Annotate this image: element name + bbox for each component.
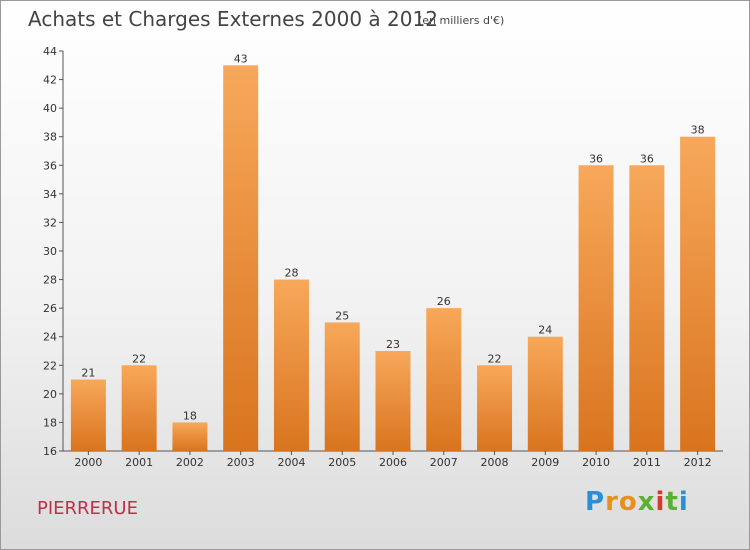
bar (70, 379, 106, 451)
y-tick-label: 30 (43, 245, 57, 258)
bar (629, 165, 665, 452)
y-tick-label: 44 (43, 45, 57, 58)
bar-value-label: 36 (589, 152, 603, 165)
bar (324, 322, 360, 451)
chart-axes: 16 18 20 22 24 26 28 30 32 34 36 38 40 42 44 (43, 45, 723, 458)
bar (223, 65, 259, 452)
x-tick-label: 2004 (277, 456, 305, 469)
x-tick-label: 2011 (633, 456, 661, 469)
bar (375, 351, 411, 451)
y-tick-label: 24 (43, 331, 57, 344)
y-tick-label: 20 (43, 388, 57, 401)
bar (680, 136, 716, 451)
bar-value-label: 28 (284, 267, 298, 280)
x-tick-label: 2006 (379, 456, 407, 469)
bar (477, 365, 513, 451)
y-tick-label: 42 (43, 74, 57, 87)
y-tick-label: 34 (43, 188, 57, 201)
x-tick-label: 2008 (481, 456, 509, 469)
bar-value-label: 22 (132, 352, 146, 365)
x-tick-label: 2010 (582, 456, 610, 469)
chart-title: Achats et Charges Externes 2000 à 2012 (28, 7, 438, 31)
x-tick-label: 2000 (74, 456, 102, 469)
x-tick-label: 2003 (227, 456, 255, 469)
x-tick-label: 2009 (531, 456, 559, 469)
proxiti-logo: Proxiti (585, 487, 689, 517)
bar (273, 279, 309, 451)
y-tick-label: 26 (43, 302, 57, 315)
chart-labels: 2000 21 2001 22 2002 18 2003 43 2004 28 2005 25 2006… (74, 52, 711, 469)
x-tick-label: 2012 (684, 456, 712, 469)
bar (578, 165, 614, 452)
chart-bars (70, 65, 716, 452)
y-tick-label: 18 (43, 416, 57, 429)
commune-name: PIERRERUE (37, 498, 138, 519)
y-tick-label: 22 (43, 359, 57, 372)
y-tick-label: 36 (43, 159, 57, 172)
bar-value-label: 25 (335, 309, 349, 322)
chart-subtitle: (en milliers d'€) (418, 14, 505, 27)
bar-value-label: 21 (81, 367, 95, 380)
x-tick-label: 2002 (176, 456, 204, 469)
y-tick-label: 32 (43, 216, 57, 229)
y-tick-label: 28 (43, 274, 57, 287)
x-tick-label: 2007 (430, 456, 458, 469)
bar-value-label: 22 (488, 352, 502, 365)
x-tick-label: 2005 (328, 456, 356, 469)
bar-value-label: 43 (234, 52, 248, 65)
bar-value-label: 26 (437, 295, 451, 308)
bar-value-label: 36 (640, 152, 654, 165)
bar-value-label: 24 (538, 324, 552, 337)
bar-value-label: 23 (386, 338, 400, 351)
y-tick-label: 40 (43, 102, 57, 115)
bar (426, 308, 462, 451)
bar-value-label: 38 (691, 124, 705, 137)
y-tick-label: 16 (43, 445, 57, 458)
bar (527, 336, 563, 451)
bar (121, 365, 157, 451)
x-tick-label: 2001 (125, 456, 153, 469)
bar-value-label: 18 (183, 409, 197, 422)
y-tick-label: 38 (43, 131, 57, 144)
bar (172, 422, 208, 451)
